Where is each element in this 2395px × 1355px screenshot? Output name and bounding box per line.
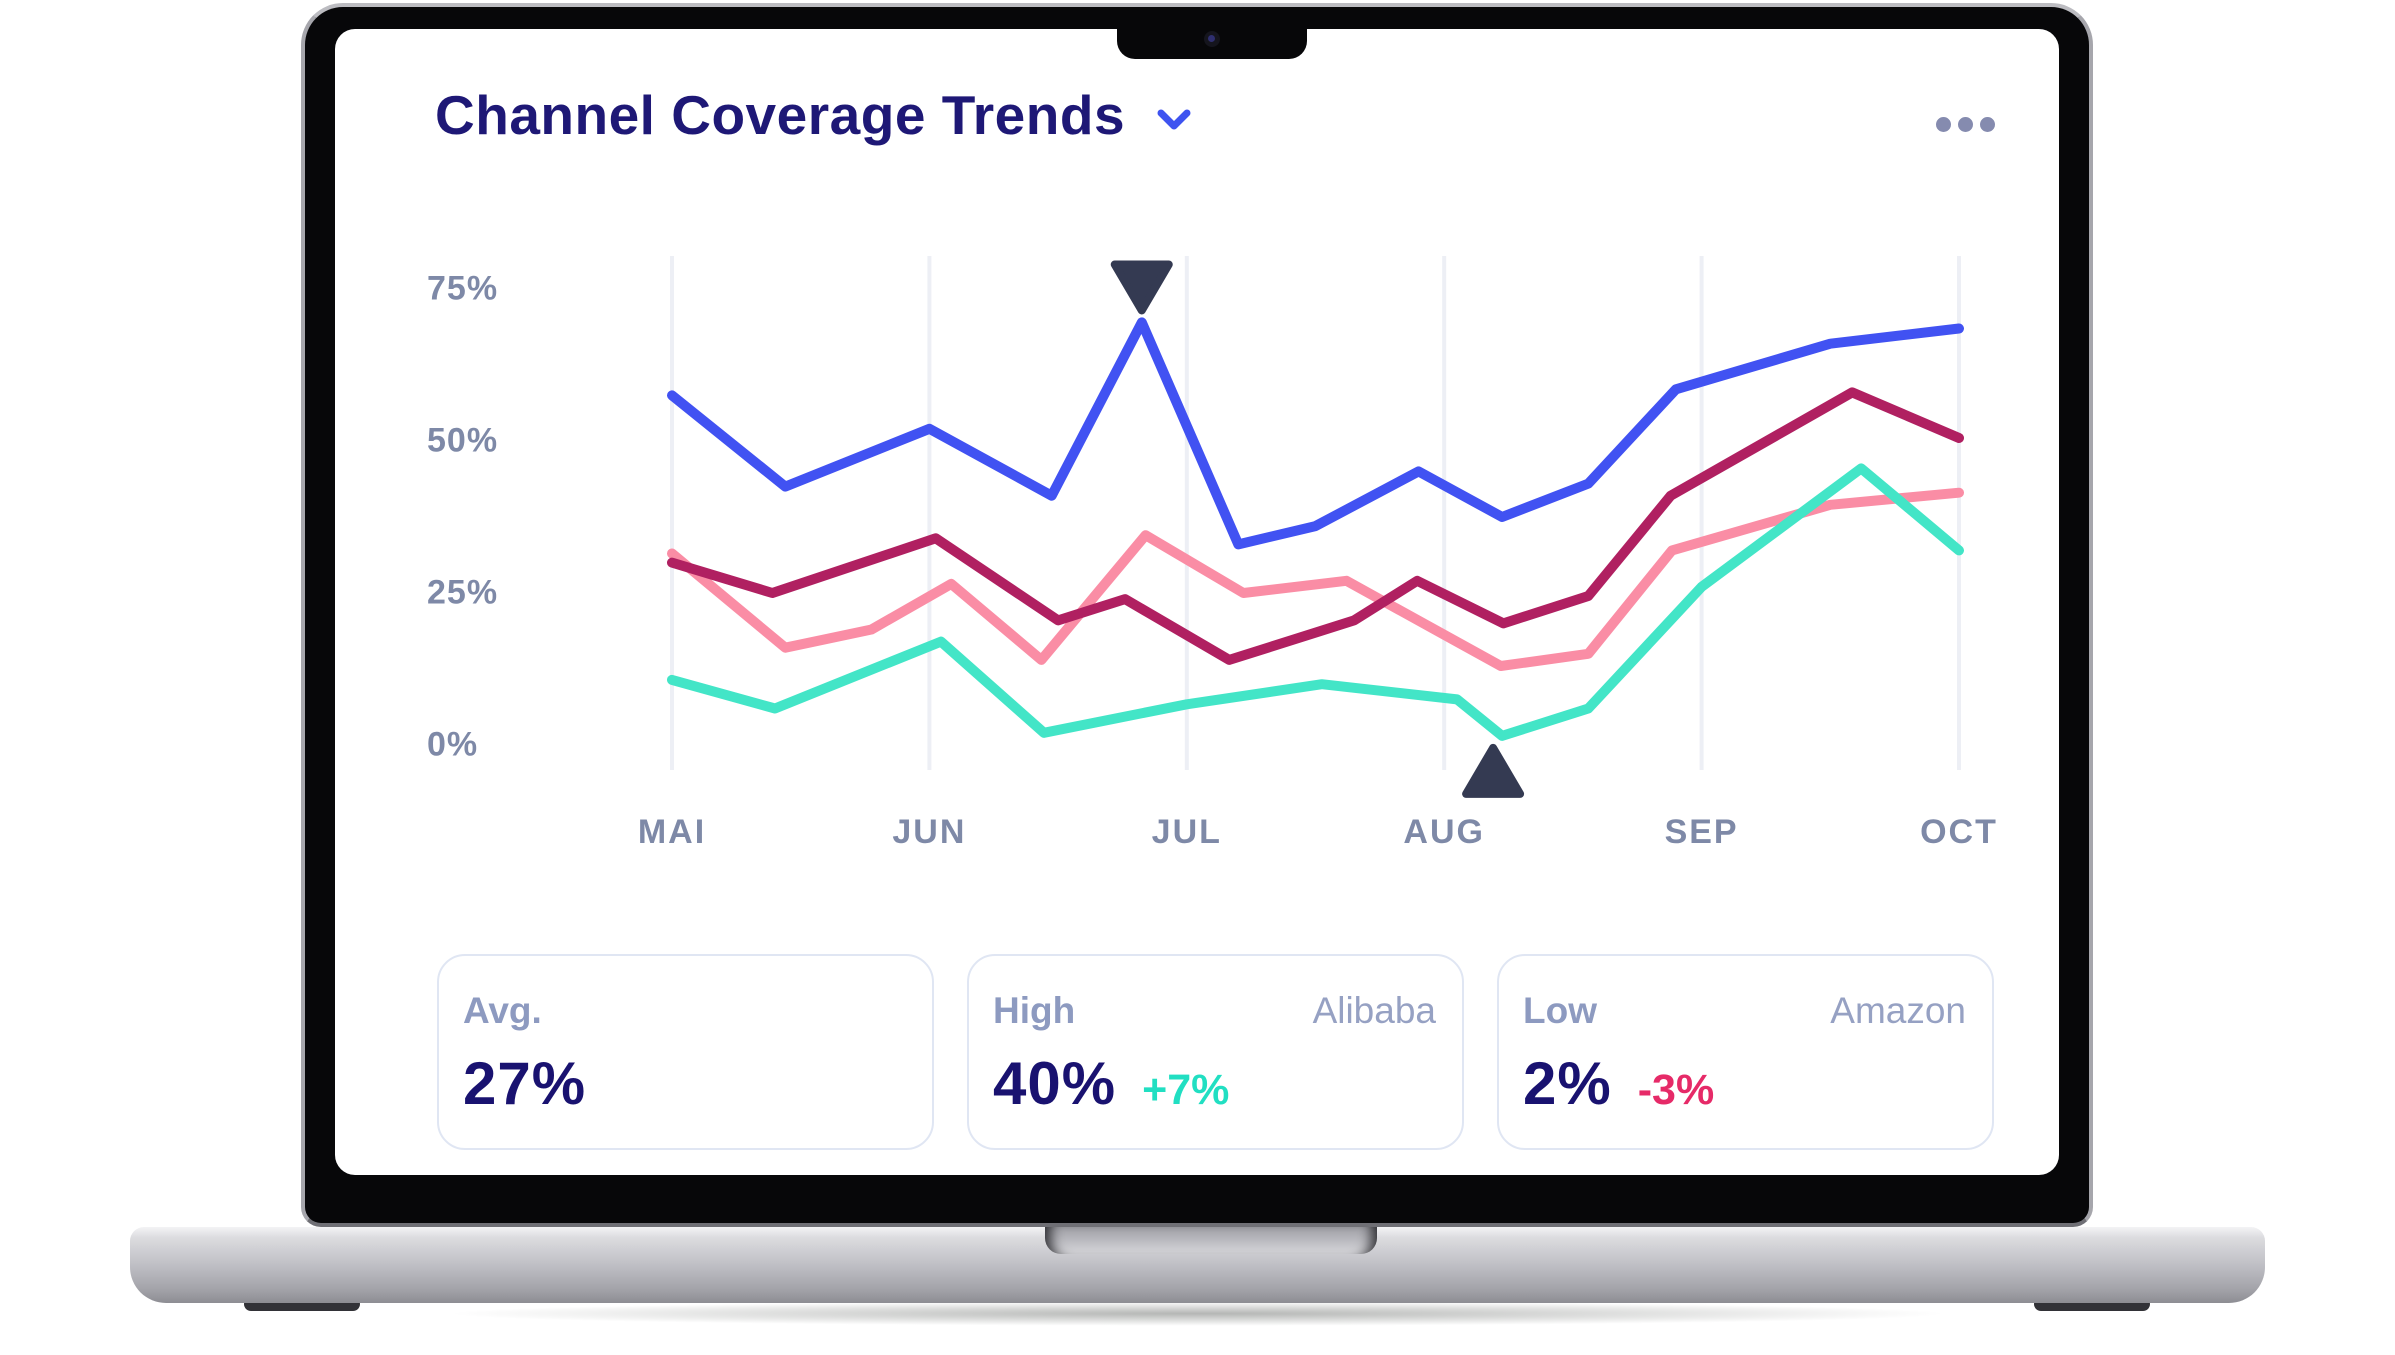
card-company: Alibaba [1312, 990, 1436, 1031]
card-label: High [993, 990, 1076, 1031]
series-blue [667, 317, 1964, 550]
card-value: 27% [463, 1050, 587, 1117]
x-axis-label: SEP [1664, 813, 1739, 851]
ellipsis-dot [1958, 117, 1973, 132]
stat-card-low: Low Amazon 2% -3% [1497, 954, 1994, 1150]
x-axis-label: OCT [1920, 813, 1998, 851]
webcam-icon [1204, 31, 1220, 47]
x-axis-label: MAI [637, 813, 707, 851]
y-axis-label: 25% [427, 573, 499, 612]
card-delta: -3% [1637, 1066, 1715, 1114]
stat-card-high: High Alibaba 40% +7% [967, 954, 1464, 1150]
card-label: Low [1523, 990, 1597, 1031]
laptop-notch [1117, 29, 1307, 59]
stat-card-avg: Avg. 27% [437, 954, 934, 1150]
series-pink [667, 487, 1964, 671]
laptop-shadow [160, 1300, 2235, 1334]
page-title: Channel Coverage Trends [435, 84, 1126, 146]
line-chart [667, 256, 1964, 798]
laptop-screen: Channel Coverage Trends 75% 50% 25% 0% MAI J… [335, 29, 2059, 1175]
card-delta: +7% [1142, 1066, 1230, 1114]
y-axis-label: 0% [427, 725, 479, 764]
x-axis-label: JUL [1151, 813, 1222, 851]
card-value: 2% [1523, 1050, 1612, 1117]
y-axis-label: 50% [427, 421, 499, 460]
chevron-down-icon[interactable] [1155, 107, 1193, 133]
x-axis-label: JUN [892, 813, 967, 851]
laptop-base [130, 1227, 2265, 1303]
ellipsis-dot [1980, 117, 1995, 132]
y-axis-label: 75% [427, 269, 499, 308]
card-value: 40% [993, 1050, 1117, 1117]
series-teal [667, 463, 1964, 741]
card-company: Amazon [1830, 990, 1966, 1031]
triangle-down-icon [1110, 260, 1173, 315]
ellipsis-menu-button[interactable] [1936, 117, 1995, 132]
triangle-up-icon [1462, 743, 1525, 798]
x-axis-label: AUG [1403, 813, 1485, 851]
title-dropdown[interactable]: Channel Coverage Trends [435, 83, 1193, 147]
series-crimson [667, 387, 1964, 665]
card-label: Avg. [463, 990, 542, 1031]
ellipsis-dot [1936, 117, 1951, 132]
laptop-hinge [1045, 1227, 1377, 1254]
